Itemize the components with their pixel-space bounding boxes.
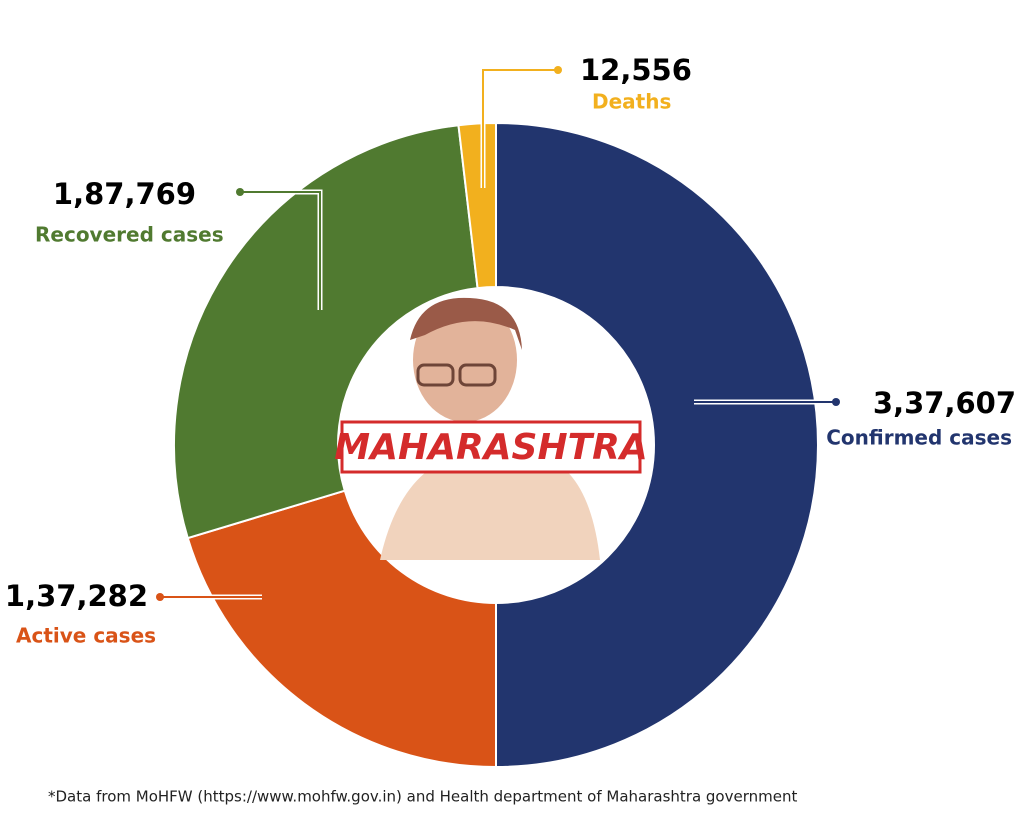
slice xyxy=(186,489,497,769)
leader-line xyxy=(482,69,558,188)
leader-dot xyxy=(236,188,244,196)
value-label: 12,556 xyxy=(580,53,692,87)
category-label: Confirmed cases xyxy=(826,426,1012,450)
category-label: Active cases xyxy=(16,624,156,648)
center-label: MAHARASHTRA xyxy=(334,427,647,468)
glasses xyxy=(416,363,455,387)
value-label: 3,37,607 xyxy=(873,386,1016,420)
glasses xyxy=(458,363,497,387)
leader-dot xyxy=(554,66,562,74)
leader-dot xyxy=(832,398,840,406)
figure-head xyxy=(413,298,517,422)
leader-line xyxy=(240,191,321,310)
labels: 3,37,607 Confirmed cases 1,37,282 Active ca… xyxy=(5,53,1016,648)
category-label: Recovered cases xyxy=(35,223,224,247)
value-label: 1,87,769 xyxy=(53,177,196,211)
footnote: *Data from MoHFW (https://www.mohfw.gov.… xyxy=(48,788,797,806)
figure-body xyxy=(380,455,600,560)
figure-hair xyxy=(410,297,522,350)
value-label: 1,37,282 xyxy=(5,579,148,613)
leader-dot xyxy=(156,593,164,601)
center-label-box xyxy=(340,420,642,474)
center-image: MAHARASHTRA xyxy=(334,287,654,603)
slices xyxy=(173,121,819,769)
category-label: Deaths xyxy=(592,90,671,114)
